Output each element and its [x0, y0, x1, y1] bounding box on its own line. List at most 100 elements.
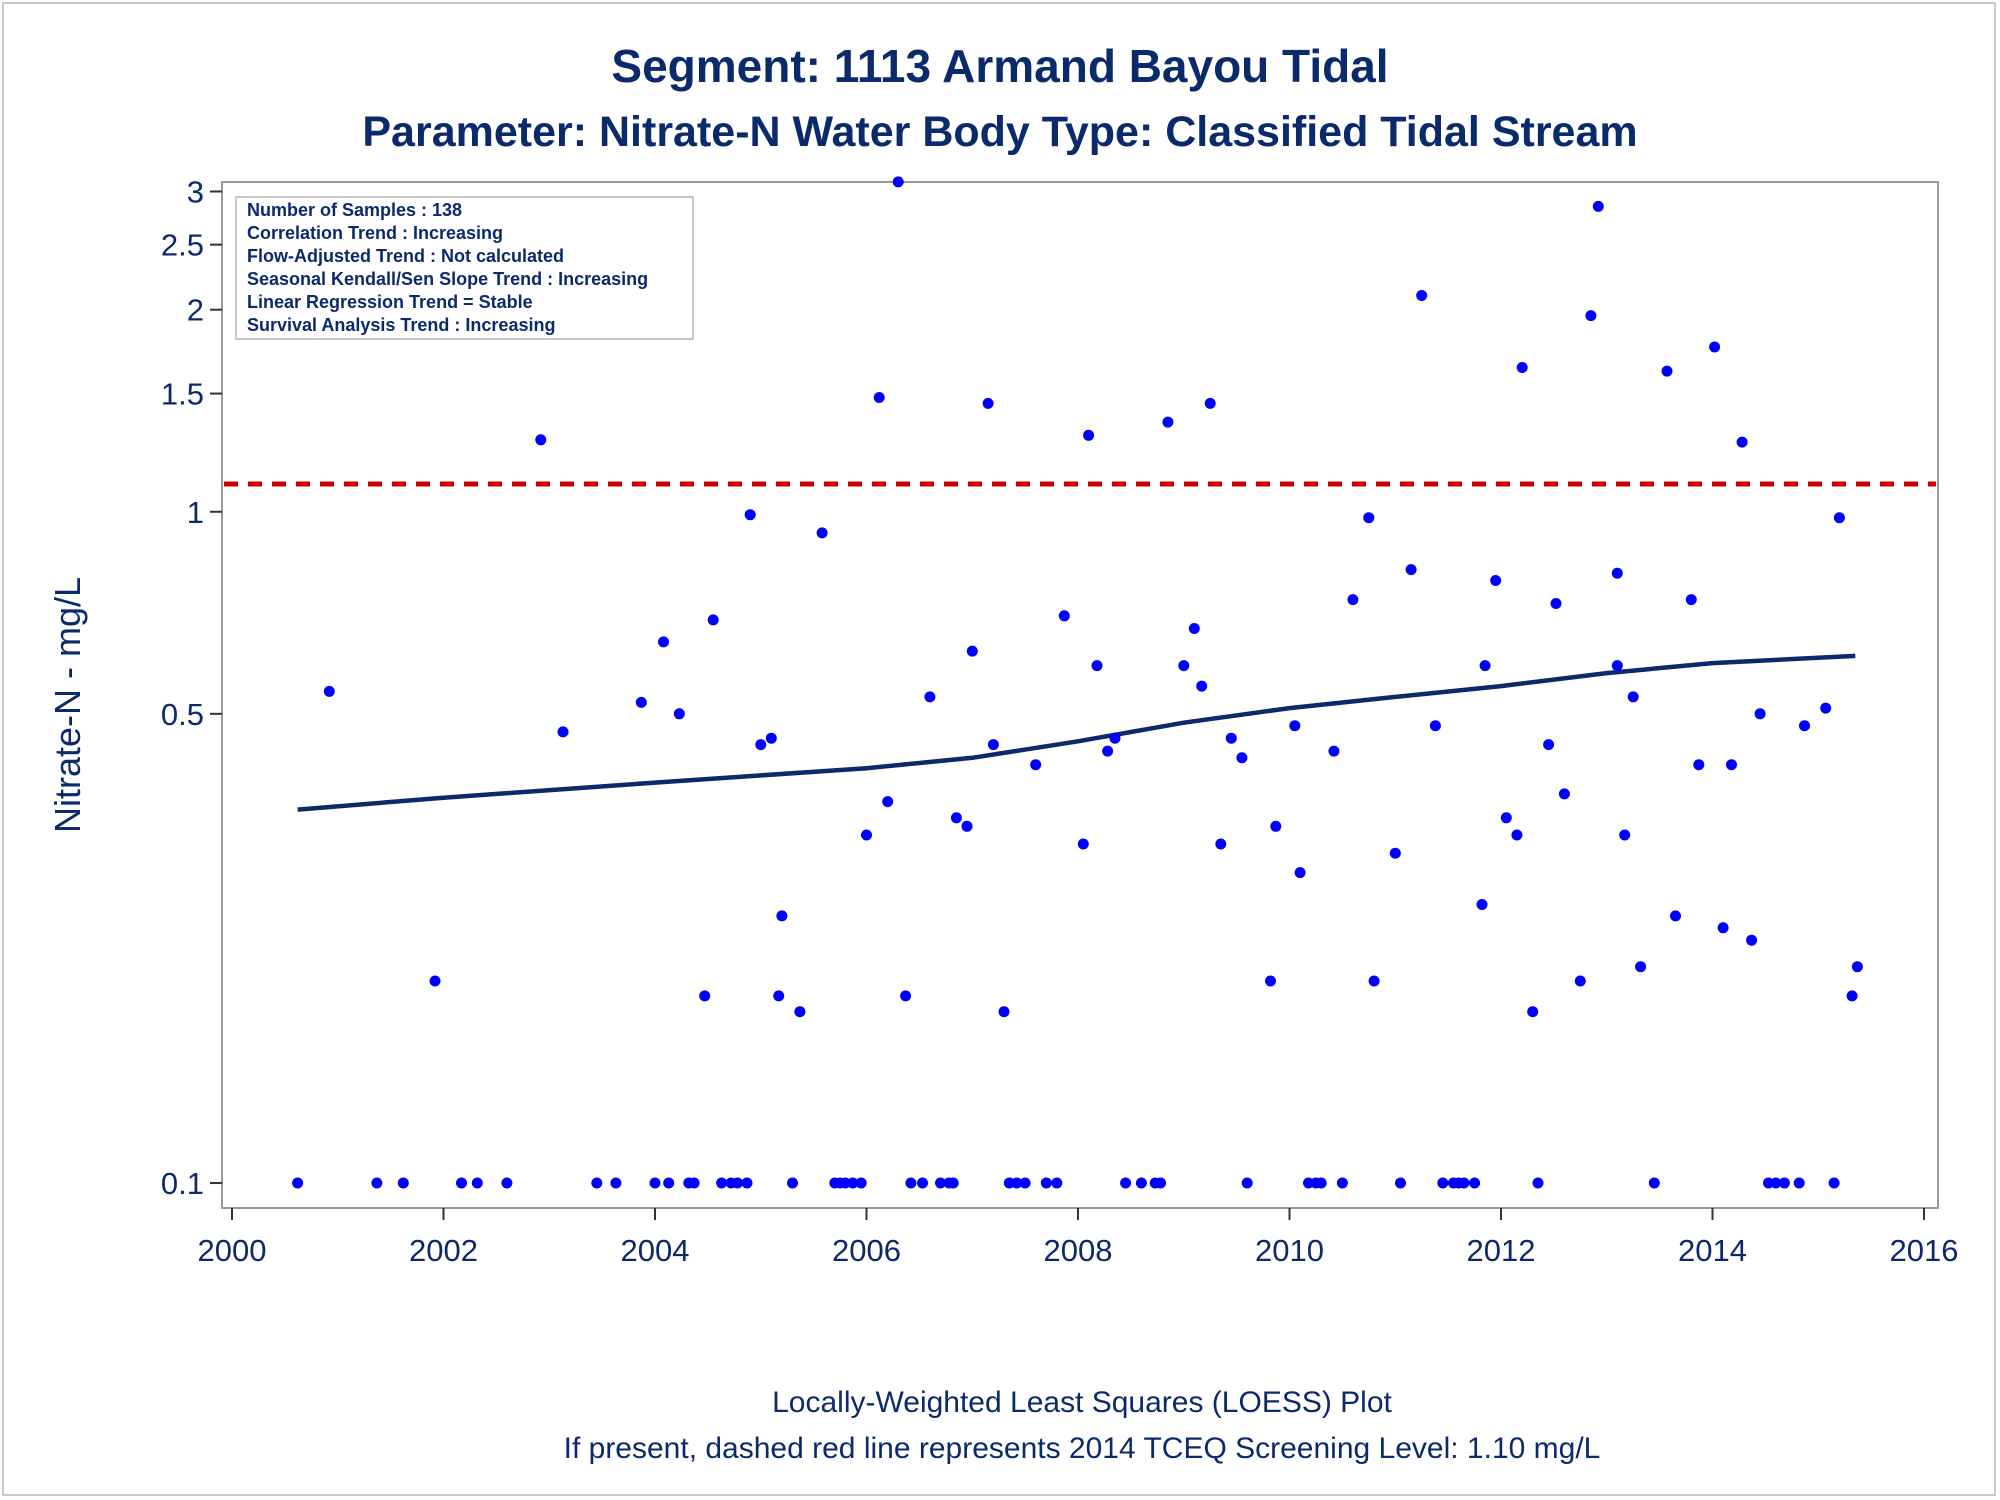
data-point — [1109, 732, 1121, 744]
footnote-loess: Locally-Weighted Least Squares (LOESS) P… — [772, 1386, 1392, 1419]
data-point — [1058, 610, 1070, 622]
data-point — [371, 1177, 383, 1189]
x-tick-label: 2000 — [198, 1233, 267, 1268]
data-point — [716, 1177, 728, 1189]
data-point — [535, 434, 547, 446]
data-point — [816, 527, 828, 539]
data-point — [1846, 990, 1858, 1002]
data-point — [773, 990, 785, 1002]
trend-summary-line: Correlation Trend : Increasing — [247, 223, 503, 243]
data-point — [397, 1177, 409, 1189]
chart-subtitle: Parameter: Nitrate-N Water Body Type: Cl… — [362, 108, 1637, 156]
x-tick-label: 2006 — [832, 1233, 901, 1268]
data-point — [1270, 820, 1282, 832]
data-point — [855, 1177, 867, 1189]
data-point — [861, 829, 872, 841]
data-point — [1289, 720, 1301, 732]
data-point — [1135, 1177, 1147, 1189]
x-tick-label: 2016 — [1890, 1233, 1959, 1268]
data-point — [1479, 660, 1491, 672]
data-point — [1543, 739, 1555, 751]
plot-area — [221, 181, 1939, 1209]
data-points — [292, 176, 1863, 1189]
x-axis: 2000 2002 2004 2006 2008 2010 2012 2014 2016 — [198, 1208, 1959, 1268]
loess-curve — [297, 653, 1856, 812]
trend-summary-box — [235, 196, 694, 340]
trend-summary-line: Survival Analysis Trend : Increasing — [247, 315, 555, 335]
data-point — [905, 1177, 917, 1189]
data-point — [1685, 594, 1697, 606]
trend-summary-line: Number of Samples : 138 — [247, 200, 462, 220]
data-point — [892, 176, 904, 188]
data-point — [1511, 829, 1523, 841]
data-point — [1241, 1177, 1253, 1189]
data-point — [1500, 812, 1512, 824]
y-axis-label: Nitrate-N - mg/L — [47, 577, 88, 833]
data-point — [1476, 899, 1488, 910]
data-point — [1120, 1177, 1132, 1189]
data-point — [1778, 1177, 1790, 1189]
data-point — [1736, 436, 1748, 448]
data-point — [429, 975, 441, 987]
data-point — [1236, 752, 1248, 764]
y-tick-label: 3 — [187, 174, 204, 209]
data-point — [610, 1177, 622, 1189]
trend-summary-line: Flow-Adjusted Trend : Not calculated — [247, 246, 564, 266]
data-point — [1030, 759, 1042, 771]
data-point — [1294, 867, 1306, 879]
data-point — [1040, 1177, 1052, 1189]
data-point — [1574, 975, 1586, 987]
data-point — [707, 614, 719, 626]
data-point — [1833, 512, 1845, 524]
data-point — [1820, 702, 1832, 714]
data-point — [663, 1177, 675, 1189]
x-tick-label: 2012 — [1467, 1233, 1536, 1268]
data-point — [1437, 1177, 1449, 1189]
x-tick-label: 2002 — [409, 1233, 478, 1268]
data-point — [794, 1006, 806, 1018]
data-point — [1363, 512, 1375, 524]
data-point — [900, 990, 912, 1002]
data-point — [1592, 200, 1604, 212]
data-point — [744, 509, 756, 521]
data-point — [1051, 1177, 1063, 1189]
trend-summary-line: Seasonal Kendall/Sen Slope Trend : Incre… — [247, 269, 648, 289]
data-point — [1754, 708, 1766, 720]
data-point — [1389, 847, 1401, 859]
data-point — [1347, 594, 1359, 606]
data-point — [776, 910, 788, 922]
data-point — [765, 732, 777, 744]
data-point — [1395, 1177, 1406, 1189]
data-point — [873, 392, 885, 403]
data-point — [1155, 1177, 1166, 1189]
data-point — [1611, 567, 1623, 579]
data-point — [1516, 362, 1528, 373]
data-point — [1429, 720, 1441, 732]
data-point — [998, 1006, 1010, 1018]
data-point — [935, 1177, 946, 1189]
data-point — [1178, 660, 1190, 672]
data-point — [557, 726, 569, 738]
data-point — [1458, 1177, 1470, 1189]
data-point — [924, 691, 936, 703]
data-point — [1648, 1177, 1660, 1189]
data-point — [1585, 310, 1597, 322]
trend-summary-text: Number of Samples : 138 Correlation Trend… — [247, 200, 648, 335]
data-point — [1627, 691, 1639, 703]
y-tick-label: 0.5 — [161, 697, 204, 732]
data-point — [688, 1177, 700, 1189]
data-point — [1416, 290, 1428, 301]
data-point — [1336, 1177, 1348, 1189]
data-point — [1532, 1177, 1544, 1189]
data-point — [961, 820, 973, 832]
data-point — [1693, 759, 1705, 771]
data-point — [292, 1177, 304, 1189]
data-point — [1215, 838, 1227, 850]
data-point — [1102, 745, 1114, 757]
data-point — [1661, 365, 1673, 377]
data-point — [1405, 564, 1417, 576]
y-tick-label: 2 — [187, 293, 204, 328]
data-point — [658, 636, 669, 648]
x-tick-label: 2004 — [621, 1233, 690, 1268]
